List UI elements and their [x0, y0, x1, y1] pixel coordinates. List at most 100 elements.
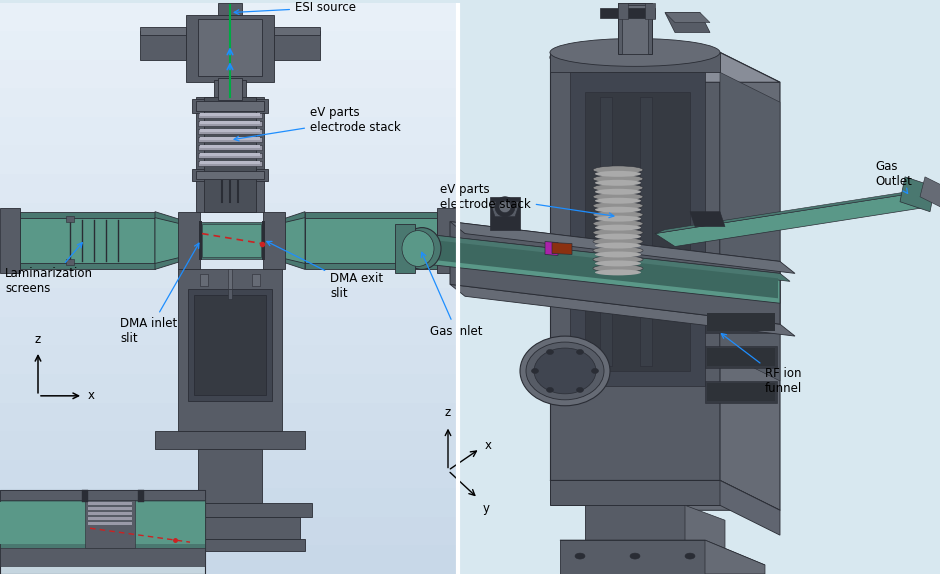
- Ellipse shape: [534, 348, 596, 394]
- Bar: [0, 488, 458, 517]
- Bar: [618, 3, 628, 18]
- Polygon shape: [263, 212, 305, 269]
- Bar: [178, 212, 200, 269]
- Ellipse shape: [495, 197, 515, 216]
- Bar: [458, 3, 940, 574]
- Ellipse shape: [595, 224, 641, 231]
- Ellipse shape: [593, 228, 643, 236]
- Bar: [707, 348, 775, 366]
- Bar: [20, 212, 155, 269]
- Ellipse shape: [595, 216, 641, 222]
- Polygon shape: [395, 224, 415, 273]
- Text: DMA exit
slit: DMA exit slit: [267, 242, 384, 300]
- Text: eV parts
electrode stack: eV parts electrode stack: [440, 183, 614, 218]
- Bar: [707, 383, 775, 401]
- Bar: [88, 507, 132, 510]
- Bar: [0, 117, 458, 146]
- Ellipse shape: [593, 166, 643, 174]
- Ellipse shape: [595, 251, 641, 258]
- Polygon shape: [570, 72, 705, 386]
- Polygon shape: [665, 13, 710, 33]
- Bar: [622, 5, 648, 55]
- Bar: [198, 137, 262, 142]
- Bar: [0, 431, 458, 460]
- Ellipse shape: [593, 211, 643, 219]
- Bar: [148, 503, 312, 517]
- Polygon shape: [900, 177, 935, 212]
- Bar: [88, 517, 132, 520]
- Bar: [198, 153, 262, 158]
- Bar: [228, 269, 232, 289]
- Polygon shape: [655, 190, 920, 234]
- Polygon shape: [450, 284, 795, 336]
- Bar: [194, 295, 266, 395]
- Polygon shape: [705, 540, 765, 574]
- Bar: [186, 14, 274, 82]
- Polygon shape: [420, 234, 790, 281]
- Polygon shape: [665, 13, 710, 22]
- Bar: [198, 449, 262, 503]
- Bar: [0, 3, 458, 32]
- Bar: [0, 174, 458, 203]
- Bar: [0, 545, 458, 574]
- Polygon shape: [560, 540, 705, 574]
- Bar: [199, 220, 202, 261]
- Bar: [0, 88, 458, 117]
- Polygon shape: [550, 480, 780, 510]
- Bar: [218, 3, 242, 14]
- Bar: [707, 313, 775, 331]
- Polygon shape: [560, 540, 765, 565]
- Ellipse shape: [546, 350, 554, 355]
- Polygon shape: [690, 212, 725, 227]
- Bar: [640, 97, 652, 366]
- Bar: [198, 113, 262, 118]
- Bar: [138, 490, 144, 502]
- Text: Laminarization
screens: Laminarization screens: [5, 243, 93, 296]
- Bar: [0, 31, 458, 60]
- Bar: [0, 490, 205, 574]
- Bar: [274, 26, 320, 34]
- Bar: [262, 220, 265, 261]
- Ellipse shape: [593, 238, 643, 246]
- Bar: [705, 346, 777, 368]
- Bar: [198, 145, 262, 150]
- Ellipse shape: [575, 553, 585, 559]
- Polygon shape: [550, 480, 720, 505]
- Text: z: z: [445, 406, 451, 418]
- Bar: [88, 502, 132, 505]
- Polygon shape: [585, 505, 685, 545]
- Ellipse shape: [595, 269, 641, 276]
- Polygon shape: [920, 177, 940, 207]
- Bar: [214, 80, 246, 100]
- Ellipse shape: [591, 369, 599, 374]
- Bar: [0, 60, 458, 88]
- Polygon shape: [420, 239, 778, 298]
- Ellipse shape: [593, 265, 643, 273]
- Bar: [200, 113, 260, 116]
- Polygon shape: [155, 218, 196, 263]
- Bar: [645, 3, 655, 18]
- Ellipse shape: [403, 228, 441, 269]
- Ellipse shape: [595, 189, 641, 195]
- Ellipse shape: [499, 201, 511, 213]
- Bar: [0, 502, 205, 544]
- Text: x: x: [485, 439, 492, 452]
- Bar: [202, 224, 261, 258]
- Bar: [0, 498, 205, 548]
- Text: Gas
Outlet: Gas Outlet: [875, 160, 912, 193]
- Bar: [198, 121, 262, 126]
- Ellipse shape: [595, 234, 641, 239]
- Ellipse shape: [593, 184, 643, 192]
- Polygon shape: [550, 52, 720, 480]
- Polygon shape: [685, 505, 725, 560]
- Bar: [200, 274, 208, 286]
- Bar: [600, 97, 612, 366]
- Text: eV parts
electrode stack: eV parts electrode stack: [234, 106, 400, 141]
- Ellipse shape: [402, 231, 434, 266]
- Ellipse shape: [550, 42, 720, 72]
- Ellipse shape: [593, 220, 643, 228]
- Bar: [0, 346, 458, 374]
- Bar: [600, 7, 655, 18]
- Ellipse shape: [576, 387, 584, 393]
- Bar: [0, 203, 458, 231]
